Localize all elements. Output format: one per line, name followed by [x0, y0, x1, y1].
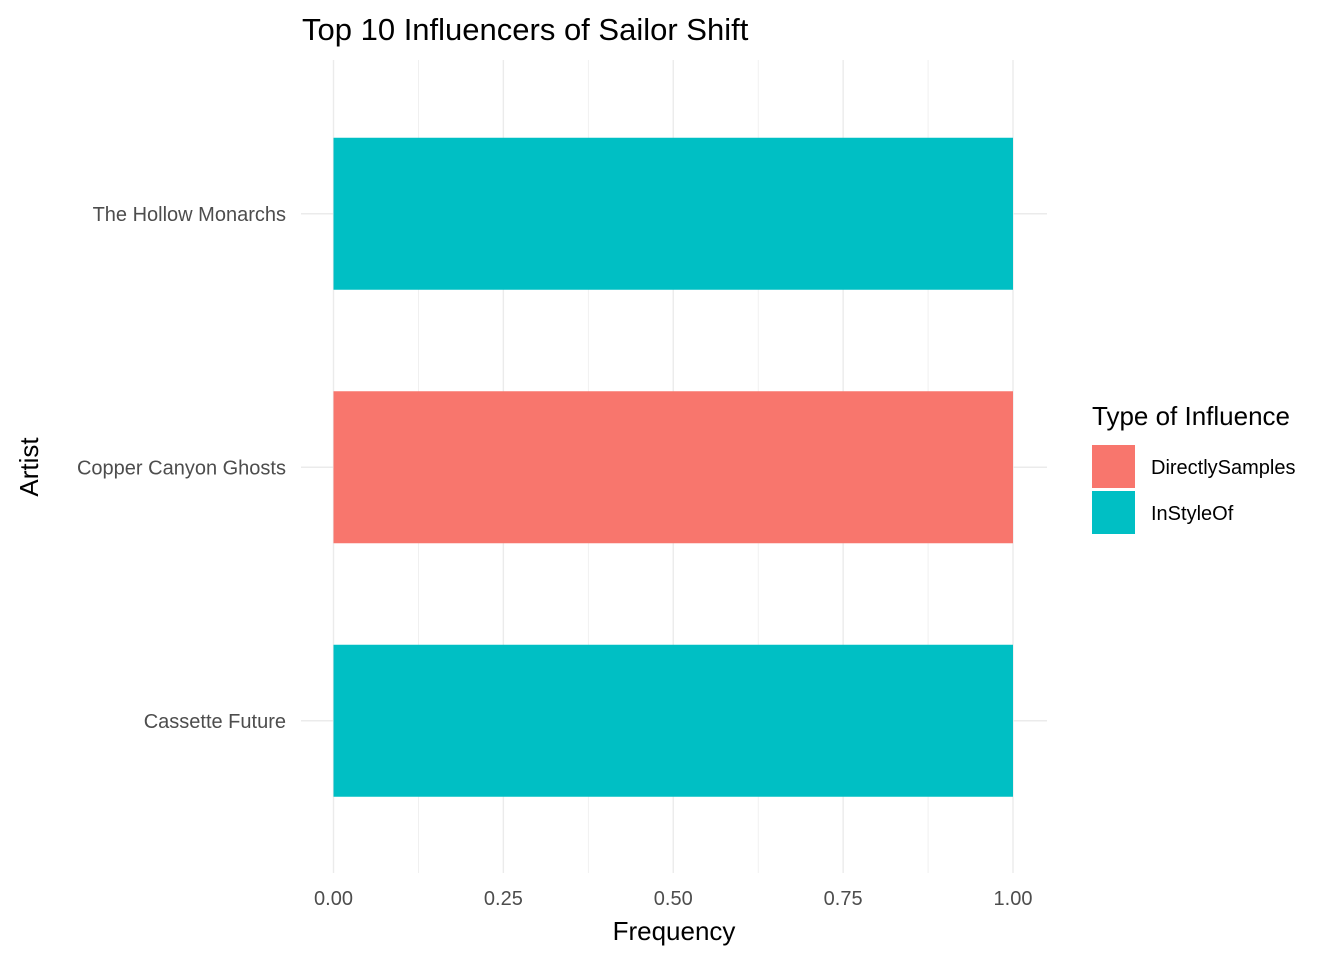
legend: Type of Influence DirectlySamples InStyle… [1092, 401, 1295, 534]
legend-swatch [1092, 445, 1135, 488]
legend-title: Type of Influence [1092, 401, 1290, 431]
legend-label: DirectlySamples [1151, 457, 1295, 479]
bar-cassette-future [333, 644, 1013, 797]
y-tick-label: The Hollow Monarchs [93, 204, 286, 226]
y-tick-label: Cassette Future [144, 711, 286, 733]
x-tick-label: 0.25 [484, 888, 523, 910]
y-axis-title: Artist [14, 437, 44, 497]
x-tick-label: 0.00 [314, 888, 353, 910]
x-tick-label: 1.00 [994, 888, 1033, 910]
legend-swatch [1092, 491, 1135, 534]
y-tick-label: Copper Canyon Ghosts [77, 457, 286, 479]
y-tick-labels: The Hollow Monarchs Copper Canyon Ghosts C… [77, 204, 286, 733]
bar-copper-canyon-ghosts [333, 391, 1013, 544]
x-tick-label: 0.50 [654, 888, 693, 910]
bars [333, 137, 1013, 797]
x-tick-label: 0.75 [824, 888, 863, 910]
bar-the-hollow-monarchs [333, 137, 1013, 290]
legend-label: InStyleOf [1151, 503, 1234, 525]
x-axis-title: Frequency [613, 916, 736, 946]
x-tick-labels: 0.00 0.25 0.50 0.75 1.00 [314, 888, 1032, 910]
chart-title: Top 10 Influencers of Sailor Shift [302, 12, 749, 47]
